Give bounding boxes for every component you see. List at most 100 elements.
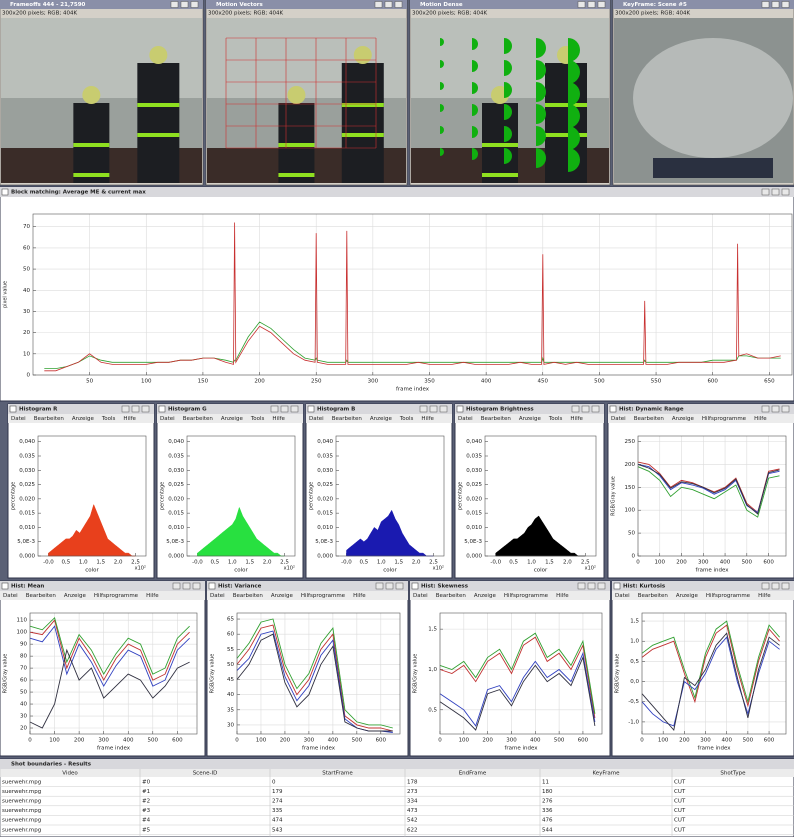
window-button[interactable] (384, 1, 393, 8)
window-button[interactable] (587, 1, 596, 8)
table-cell[interactable]: CUT (674, 827, 686, 833)
menu-item[interactable]: Hilfe (123, 416, 136, 422)
window-button[interactable] (419, 405, 428, 413)
table-cell[interactable]: #3 (142, 808, 151, 814)
window-button[interactable] (771, 188, 780, 196)
window-button[interactable] (581, 405, 590, 413)
menu-item[interactable]: Hilfe (570, 416, 583, 422)
table-cell[interactable]: suerwehr.mpg (2, 827, 41, 833)
table-cell[interactable]: 276 (542, 799, 553, 805)
window-button[interactable] (587, 582, 596, 590)
menu-item[interactable]: Anzeige (221, 416, 244, 422)
table-cell[interactable]: CUT (674, 818, 686, 824)
window-button[interactable] (771, 1, 780, 8)
window-button[interactable] (771, 582, 780, 590)
table-cell[interactable]: suerwehr.mpg (2, 799, 41, 805)
window-button[interactable] (182, 582, 191, 590)
table-cell[interactable]: #4 (142, 818, 151, 824)
column-header[interactable]: KeyFrame (592, 771, 620, 777)
table-cell[interactable]: 543 (272, 827, 283, 833)
window-button[interactable] (131, 405, 140, 413)
table-cell[interactable]: 178 (407, 779, 418, 785)
column-header[interactable]: ShotType (720, 771, 746, 777)
window-button[interactable] (374, 1, 383, 8)
menu-item[interactable]: Tools (399, 416, 414, 422)
window-button[interactable] (761, 582, 770, 590)
column-header[interactable]: StartFrame (322, 771, 353, 777)
window-button[interactable] (781, 188, 790, 196)
window-button[interactable] (170, 1, 179, 8)
window-button[interactable] (290, 405, 299, 413)
menu-item[interactable]: Hilfe (754, 416, 767, 422)
table-cell[interactable]: suerwehr.mpg (2, 818, 41, 824)
window-button[interactable] (781, 582, 790, 590)
menu-item[interactable]: Anzeige (64, 593, 87, 599)
menu-item[interactable]: Datei (413, 593, 428, 599)
table-cell[interactable]: suerwehr.mpg (2, 779, 41, 785)
window-button[interactable] (375, 582, 384, 590)
table-cell[interactable]: 476 (542, 818, 553, 824)
window-button[interactable] (781, 1, 790, 8)
window-button[interactable] (571, 405, 580, 413)
menu-item[interactable]: Tools (250, 416, 265, 422)
table-cell[interactable]: 542 (407, 818, 418, 824)
table-cell[interactable]: 474 (272, 818, 283, 824)
window-button[interactable] (385, 582, 394, 590)
window-button[interactable] (429, 405, 438, 413)
menu-item[interactable]: Tools (548, 416, 563, 422)
window-button[interactable] (180, 1, 189, 8)
table-cell[interactable]: #1 (142, 789, 150, 795)
menu-item[interactable]: Anzeige (672, 416, 695, 422)
table-cell[interactable]: 622 (407, 827, 418, 833)
table-cell[interactable]: suerwehr.mpg (2, 789, 41, 795)
menu-item[interactable]: Datei (309, 416, 324, 422)
window-button[interactable] (270, 405, 279, 413)
window-button[interactable] (394, 1, 403, 8)
menu-item[interactable]: Datei (458, 416, 473, 422)
window-button[interactable] (761, 405, 770, 413)
menu-item[interactable]: Anzeige (271, 593, 294, 599)
menu-item[interactable]: Hilfe (272, 416, 285, 422)
window-button[interactable] (121, 405, 130, 413)
menu-item[interactable]: Anzeige (370, 416, 393, 422)
menu-item[interactable]: Hilfsprogramme (706, 593, 751, 599)
menu-item[interactable]: Bearbeiten (481, 416, 512, 422)
table-cell[interactable]: 274 (272, 799, 283, 805)
window-button[interactable] (172, 582, 181, 590)
menu-item[interactable]: Tools (101, 416, 116, 422)
menu-item[interactable]: Datei (3, 593, 18, 599)
menu-item[interactable]: Datei (615, 593, 630, 599)
menu-item[interactable]: Anzeige (474, 593, 497, 599)
table-cell[interactable]: 334 (407, 799, 418, 805)
window-button[interactable] (577, 582, 586, 590)
window-button[interactable] (439, 405, 448, 413)
menu-item[interactable]: Datei (611, 416, 626, 422)
window-button[interactable] (771, 405, 780, 413)
window-button[interactable] (761, 188, 770, 196)
menu-item[interactable]: Hilfe (421, 416, 434, 422)
window-button[interactable] (597, 1, 606, 8)
window-button[interactable] (192, 582, 201, 590)
menu-item[interactable]: Hilfsprogramme (94, 593, 139, 599)
column-header[interactable]: Scene-ID (193, 771, 218, 777)
menu-item[interactable]: Anzeige (519, 416, 542, 422)
window-button[interactable] (577, 1, 586, 8)
menu-item[interactable]: Bearbeiten (26, 593, 57, 599)
menu-item[interactable]: Bearbeiten (436, 593, 467, 599)
table-cell[interactable]: 473 (407, 808, 418, 814)
menu-item[interactable]: Hilfe (556, 593, 569, 599)
window-button[interactable] (141, 405, 150, 413)
menu-item[interactable]: Hilfe (146, 593, 159, 599)
table-cell[interactable]: #5 (142, 827, 151, 833)
menu-item[interactable]: Hilfe (353, 593, 366, 599)
table-cell[interactable]: 273 (407, 789, 418, 795)
menu-item[interactable]: Hilfsprogramme (504, 593, 549, 599)
menu-item[interactable]: Anzeige (72, 416, 95, 422)
menu-item[interactable]: Bearbeiten (233, 593, 264, 599)
table-cell[interactable]: 180 (542, 789, 553, 795)
table-cell[interactable]: 335 (272, 808, 283, 814)
menu-item[interactable]: Bearbeiten (183, 416, 214, 422)
table-cell[interactable]: 0 (272, 779, 276, 785)
table-cell[interactable]: CUT (674, 779, 686, 785)
table-cell[interactable]: CUT (674, 799, 686, 805)
